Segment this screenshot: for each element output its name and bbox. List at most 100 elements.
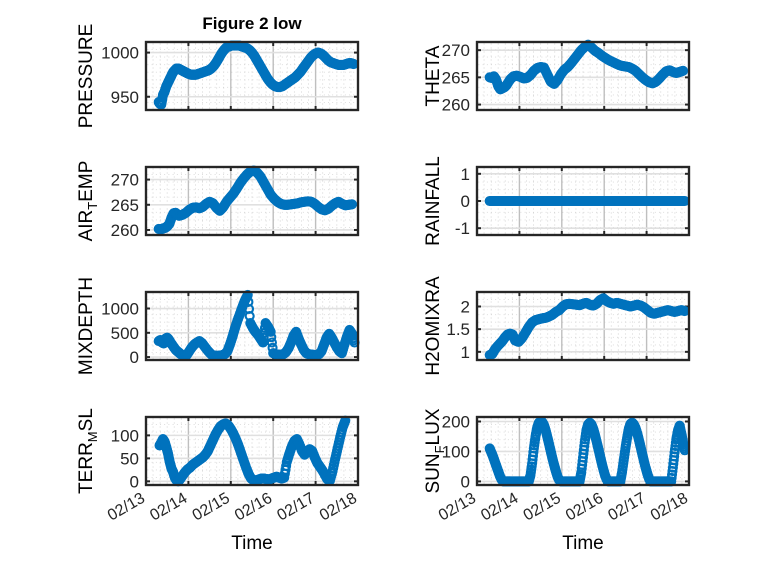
y-axis-label-group: THETA <box>423 45 444 106</box>
y-axis-label-group: TERRMSL <box>76 408 100 494</box>
plot-box-frame <box>475 165 691 237</box>
y-axis-label: PRESSURE <box>76 24 97 129</box>
y-tick-label: 50 <box>120 449 139 468</box>
plot-box-frame <box>475 290 691 362</box>
y-axis-label-subscript: F <box>432 445 447 453</box>
y-tick-label: 0 <box>461 192 470 211</box>
x-axis-label: Time <box>231 533 273 554</box>
x-tick-label: 02/15 <box>190 490 233 525</box>
plot-box-frame <box>475 415 691 487</box>
x-tick-labels: 02/13 02/14 02/15 02/16 02/17 02/18 <box>436 490 691 525</box>
figure-title: Figure 2 low <box>202 14 302 33</box>
x-tick-label: 02/18 <box>648 490 691 525</box>
plot-box-frame <box>144 165 360 237</box>
plot-box-frame <box>144 40 360 112</box>
data-point <box>678 65 689 76</box>
y-axis-label: AIRTEMP <box>76 161 100 242</box>
y-tick-label: 1 <box>461 343 470 362</box>
y-axis-label-tail: LUX <box>423 408 444 445</box>
y-axis-label-subscript: T <box>85 202 100 210</box>
y-tick-label: 100 <box>442 442 470 461</box>
y-tick-label: 950 <box>111 88 139 107</box>
y-axis-label-group: MIXDEPTH <box>76 277 97 375</box>
x-tick-label: 02/17 <box>274 490 317 525</box>
y-tick-group: 260 265 270 <box>442 41 689 115</box>
y-tick-label: 1000 <box>101 44 139 63</box>
data-point <box>579 441 590 452</box>
data-point <box>528 447 539 458</box>
x-tick-label: 02/16 <box>232 490 275 525</box>
y-axis-label: TERRMSL <box>76 408 100 494</box>
data-series <box>154 415 351 487</box>
y-axis-label-group: SUNFLUX <box>423 408 447 493</box>
y-tick-label: 260 <box>111 221 139 240</box>
y-tick-group: 260 265 270 <box>111 171 358 240</box>
y-tick-label: 1.5 <box>446 320 470 339</box>
y-tick-label: 2 <box>461 298 470 317</box>
y-tick-label: 270 <box>442 41 470 60</box>
y-tick-label: 265 <box>111 196 139 215</box>
y-axis-label-group: RAINFALL <box>423 156 444 246</box>
x-tick-label: 02/13 <box>436 490 479 525</box>
y-axis-label: MIXDEPTH <box>76 277 97 375</box>
y-axis-label-subscript: M <box>85 431 100 442</box>
y-axis-label: SUNFLUX <box>423 408 447 493</box>
y-axis-label: RAINFALL <box>423 156 444 246</box>
y-axis-label-main: AIR <box>76 210 97 242</box>
y-tick-label: -1 <box>455 219 470 238</box>
data-point <box>266 332 277 343</box>
y-tick-group: 11.52 <box>446 298 689 362</box>
data-series <box>484 293 690 361</box>
plot-box-frame <box>144 290 360 362</box>
data-series <box>153 289 360 361</box>
y-axis-label: THETA <box>423 45 444 106</box>
y-tick-label: 0 <box>130 348 139 367</box>
y-tick-label: 0 <box>130 472 139 491</box>
y-tick-group: 950 1000 <box>101 44 358 107</box>
y-axis-label-tail: SL <box>76 408 97 431</box>
subplot-row2-right: -1 0 1 RAINFALL <box>423 156 691 246</box>
y-axis-label-main: SUN <box>423 453 444 493</box>
x-tick-label: 02/16 <box>563 490 606 525</box>
x-tick-label: 02/14 <box>147 490 190 525</box>
y-tick-label: 1000 <box>101 300 139 319</box>
y-axis-label-group: PRESSURE <box>76 24 97 129</box>
y-axis-label-tail: EMP <box>76 161 97 202</box>
y-tick-label: 270 <box>111 171 139 190</box>
data-series <box>484 39 689 95</box>
x-tick-label: 02/18 <box>317 490 360 525</box>
data-point <box>266 337 277 348</box>
y-tick-label: 265 <box>442 68 470 87</box>
data-series <box>153 40 359 110</box>
x-tick-label: 02/13 <box>105 490 148 525</box>
data-series <box>484 416 690 487</box>
subplot-row2-left: 260 265 270 AIRTEMP <box>76 161 360 242</box>
y-tick-label: 500 <box>111 324 139 343</box>
y-tick-group: 0 100 200 <box>442 412 689 491</box>
y-tick-label: 1 <box>461 165 470 184</box>
plot-box-frame <box>144 415 360 487</box>
x-tick-label: 02/15 <box>521 490 564 525</box>
data-series <box>153 165 358 235</box>
plot-box-frame <box>475 40 691 112</box>
data-point <box>347 199 358 210</box>
y-tick-label: 100 <box>111 426 139 445</box>
y-tick-label: 0 <box>461 472 470 491</box>
y-tick-label: 260 <box>442 96 470 115</box>
y-axis-label: H2OMIXRA <box>423 276 444 376</box>
data-point <box>265 326 276 337</box>
major-grid <box>147 168 357 234</box>
x-tick-label: 02/14 <box>478 490 521 525</box>
y-axis-label-group: H2OMIXRA <box>423 276 444 376</box>
y-tick-group: 0 500 1000 <box>101 300 358 367</box>
x-axis-label: Time <box>562 533 604 554</box>
y-tick-label: 200 <box>442 412 470 431</box>
